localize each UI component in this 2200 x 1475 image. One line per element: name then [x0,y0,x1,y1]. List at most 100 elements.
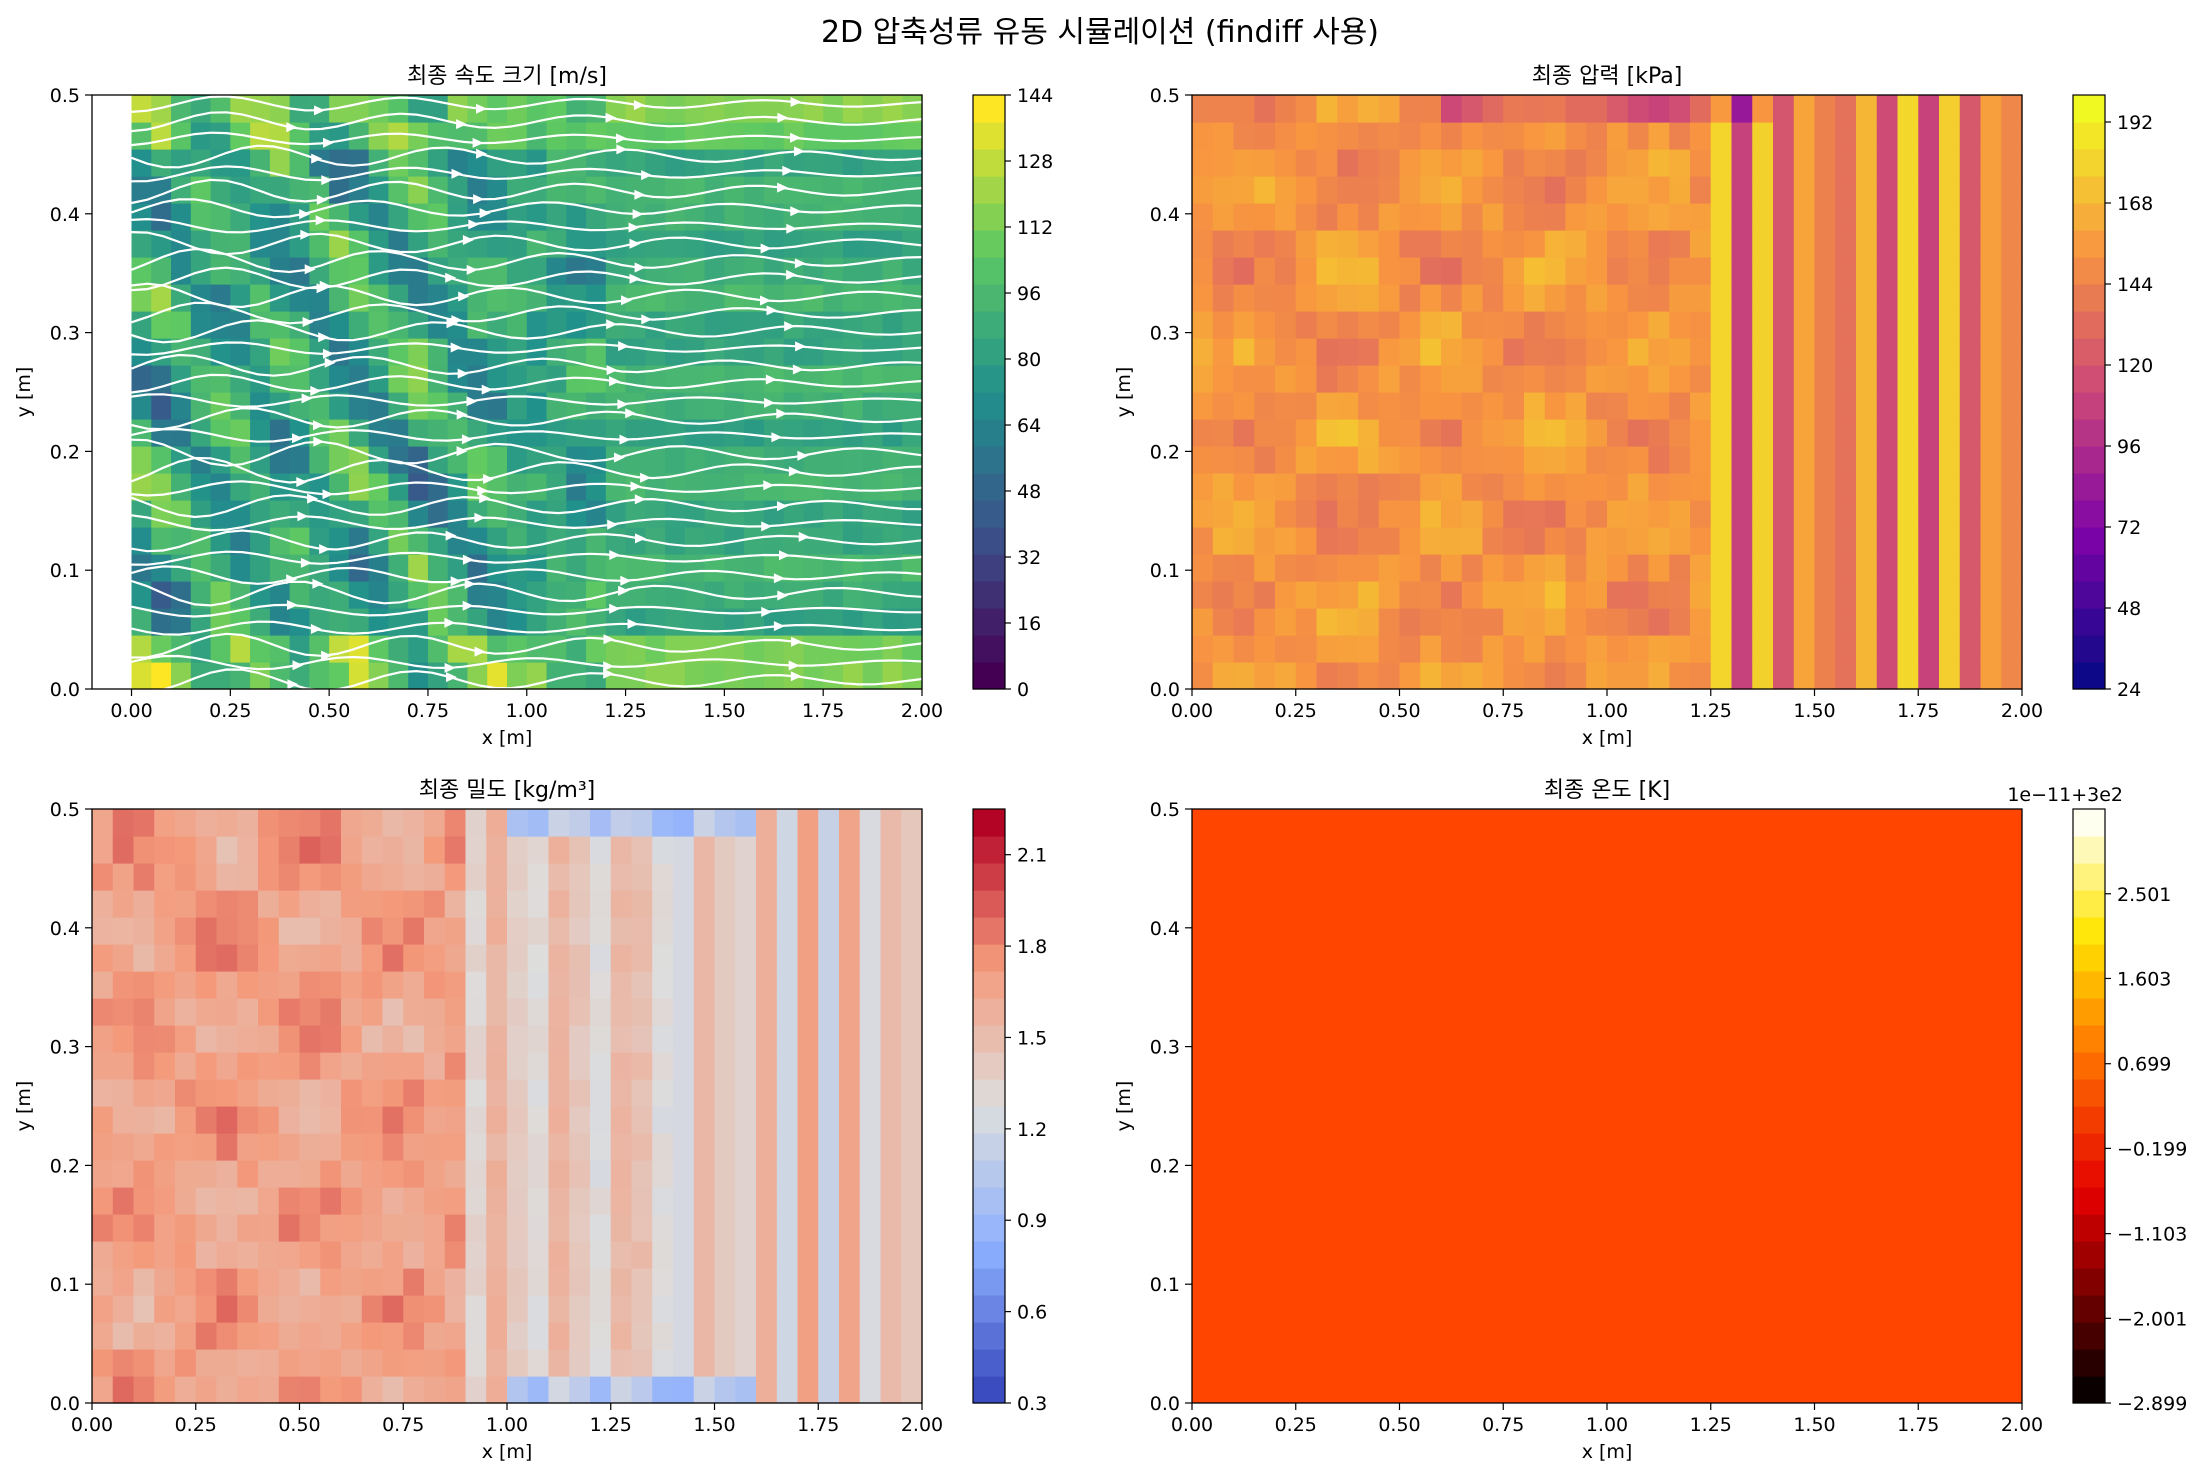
heatmap-cell [880,1079,902,1107]
heatmap-cell [744,311,765,339]
heatmap-cell [388,203,409,231]
heatmap-cell [361,890,384,918]
heatmap-cell [299,917,321,945]
heatmap-cell [1627,149,1650,177]
colorbar-band [2073,1052,2105,1080]
heatmap-cell [250,473,271,501]
heatmap-cell [467,500,488,528]
heatmap-cell [776,863,799,891]
heatmap-cell [427,554,449,582]
heatmap-cell [783,284,805,312]
heatmap-cell [154,836,176,864]
heatmap-cell [704,527,725,555]
heatmap-cell [486,1160,508,1188]
heatmap-cell [1233,338,1255,366]
heatmap-cell [566,176,587,204]
heatmap-cell [1690,203,1712,231]
heatmap-cell [2001,338,2023,366]
heatmap-cell [665,608,686,636]
heatmap-cell [1544,662,1567,690]
heatmap-cell [693,1214,716,1242]
heatmap-cell [776,1079,799,1107]
heatmap-cell [507,95,528,123]
heatmap-cell [237,1106,259,1134]
heatmap-cell [735,1376,757,1404]
heatmap-cell [569,1268,591,1296]
heatmap-cell [486,1106,508,1134]
heatmap-cell [586,500,607,528]
heatmap-cell [1233,176,1255,204]
streamline-arrow [462,235,474,245]
heatmap-cell [673,890,695,918]
x-tick-label: 2.00 [2001,1414,2043,1436]
heatmap-cell [1939,608,1961,636]
heatmap-cell [859,1241,882,1269]
heatmap-cell [154,1106,176,1134]
heatmap-cell [546,662,567,690]
streamline [131,373,923,394]
heatmap-cell [1648,95,1670,123]
heatmap-cell [403,1295,425,1323]
heatmap-cell [368,122,390,150]
heatmap-cell [1939,635,1961,663]
heatmap-cell [175,809,197,837]
heatmap-cell [1918,554,1940,582]
heatmap-cell [133,917,155,945]
heatmap-cell [859,1376,882,1404]
heatmap-cell [1586,608,1608,636]
heatmap-cell [424,1025,446,1053]
heatmap-cell [1814,446,1836,474]
heatmap-cell [714,917,736,945]
heatmap-cell [684,473,706,501]
heatmap-cell [1752,662,1774,690]
heatmap-cell [250,122,271,150]
heatmap-cell [1586,311,1608,339]
heatmap-cell [309,554,330,582]
heatmap-cell [631,1106,653,1134]
heatmap-cell [605,527,627,555]
heatmap-cell [665,473,686,501]
heatmap-cell [1835,365,1857,393]
heatmap-cell [230,554,251,582]
heatmap-cell [2001,554,2023,582]
heatmap-cell [486,998,508,1026]
heatmap-cell [507,446,528,474]
heatmap-cell [1254,608,1276,636]
heatmap-cell [1669,284,1691,312]
y-tick-label: 0.1 [50,560,80,582]
heatmap-cell [1212,392,1235,420]
colorbar-band [2073,473,2105,501]
heatmap-cell [1876,176,1899,204]
heatmap-cell [1544,284,1567,312]
heatmap-cell [1773,365,1795,393]
heatmap-cell [444,1214,467,1242]
heatmap-cell [1482,284,1504,312]
heatmap-cell [526,311,548,339]
heatmap-cell [1793,608,1816,636]
heatmap-cell [427,527,449,555]
heatmap-cell [388,95,409,123]
heatmap-cell [487,365,508,393]
heatmap-cell [1669,365,1691,393]
heatmap-cell [1876,473,1899,501]
heatmap-cell [901,1079,923,1107]
heatmap-cell [341,1052,363,1080]
heatmap-cell [486,1052,508,1080]
heatmap-cell [1295,392,1318,420]
heatmap-cell [1856,392,1878,420]
heatmap-cell [1980,473,2002,501]
heatmap-cell [527,1052,550,1080]
figure-suptitle: 2D 압축성류 유동 시뮬레이션 (findiff 사용) [821,15,1379,50]
heatmap-cell [1793,176,1816,204]
colorbar-band [2073,392,2105,420]
heatmap-cell [1586,122,1608,150]
streamline-arrow [304,264,316,275]
heatmap-cell [1544,446,1567,474]
streamline [131,341,923,356]
heatmap-cell [1669,230,1691,258]
heatmap-cell [569,1052,591,1080]
heatmap-cell [1773,176,1795,204]
heatmap-cell [1648,257,1670,285]
y-tick-label: 0.2 [50,441,80,463]
heatmap-cell [803,392,824,420]
